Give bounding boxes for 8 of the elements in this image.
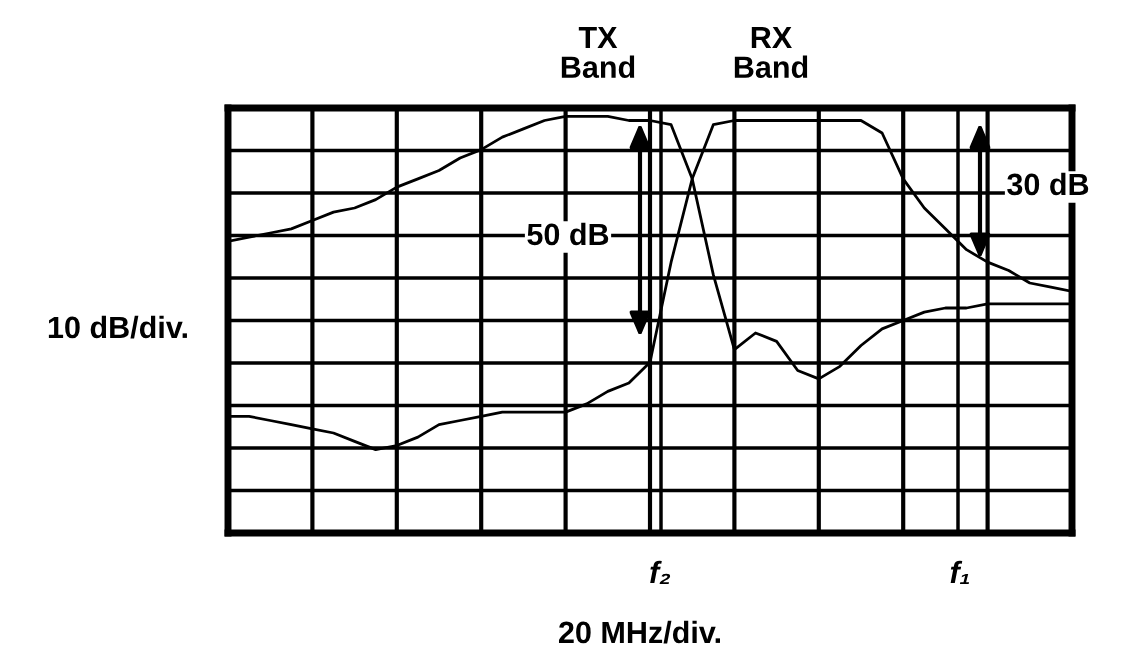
text: f₁ [950,560,970,584]
annotation: 30 dB [1007,172,1089,196]
text: RX Band [734,27,808,78]
annotation: 50 dB [527,222,609,246]
y-axis-title: 10 dB/div. [48,315,187,339]
text: f₂ [650,560,671,584]
text: TX Band [561,27,635,78]
x-axis-title: 20 MHz/div. [558,620,720,644]
